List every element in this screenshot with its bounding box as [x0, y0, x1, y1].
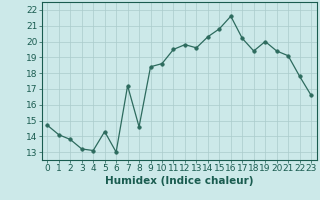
- X-axis label: Humidex (Indice chaleur): Humidex (Indice chaleur): [105, 176, 253, 186]
